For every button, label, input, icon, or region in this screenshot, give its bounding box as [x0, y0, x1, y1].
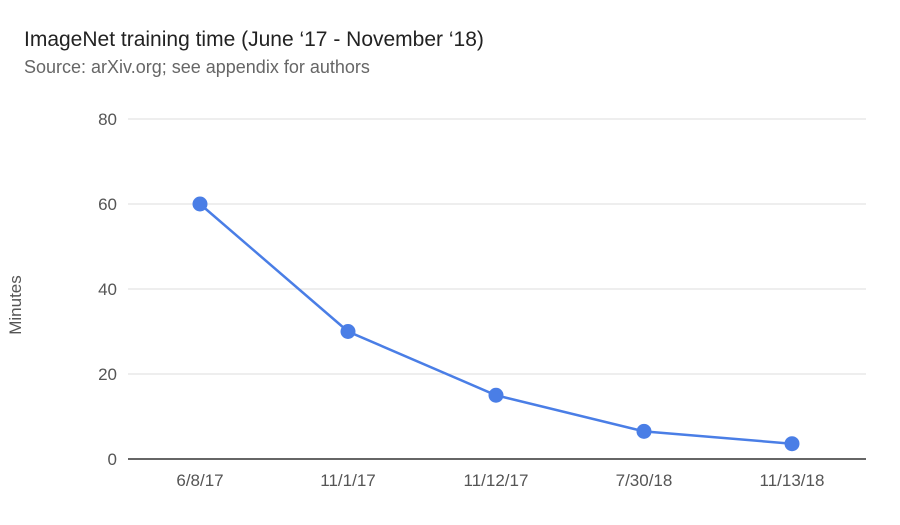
- y-tick-label: 80: [98, 110, 117, 129]
- data-point: [636, 423, 652, 439]
- x-tick-label: 6/8/17: [176, 471, 223, 490]
- y-tick-label: 20: [98, 365, 117, 384]
- chart-title: ImageNet training time (June ‘17 - Novem…: [24, 28, 484, 51]
- x-tick-label: 11/13/18: [760, 471, 825, 490]
- data-point: [340, 324, 356, 339]
- y-tick-label: 40: [98, 280, 117, 299]
- data-point: [488, 387, 504, 403]
- chart-subtitle: Source: arXiv.org; see appendix for auth…: [24, 57, 370, 77]
- data-points: [192, 196, 800, 452]
- y-tick-label: 0: [108, 450, 117, 469]
- data-point: [784, 436, 800, 452]
- x-tick-label: 7/30/18: [616, 471, 673, 490]
- x-tick-labels: 6/8/17 11/1/17 11/12/17 7/30/18 11/13/18: [176, 471, 824, 490]
- series-line-group: [199, 203, 793, 445]
- y-tick-label: 60: [98, 195, 117, 214]
- gridlines: [128, 118, 866, 460]
- y-tick-labels: 0 20 40 60 80: [98, 110, 117, 469]
- series-line: [199, 203, 793, 445]
- data-point: [192, 196, 208, 212]
- x-tick-label: 11/12/17: [464, 471, 529, 490]
- x-tick-label: 11/1/17: [320, 471, 375, 490]
